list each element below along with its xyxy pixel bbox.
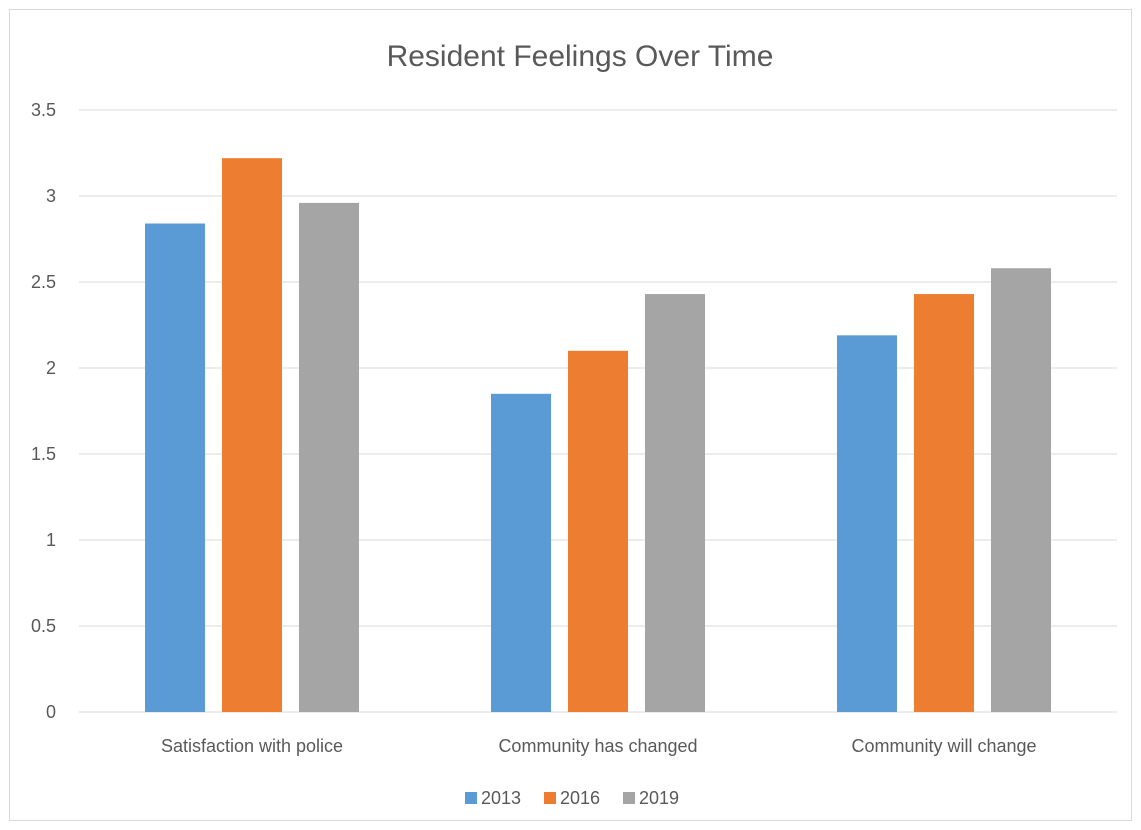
legend-label: 2016 (560, 788, 600, 808)
legend-label: 2019 (639, 788, 679, 808)
category-label: Satisfaction with police (161, 736, 343, 756)
legend-label: 2013 (481, 788, 521, 808)
bar-2019-2 (991, 268, 1051, 712)
y-tick-label: 1.5 (31, 444, 56, 464)
bars (145, 158, 1051, 712)
legend-swatch-2019 (623, 792, 635, 804)
y-tick-label: 2 (46, 358, 56, 378)
bar-2016-1 (568, 350, 628, 712)
bar-2013-1 (491, 393, 551, 712)
chart-title: Resident Feelings Over Time (387, 40, 774, 73)
legend-swatch-2013 (465, 792, 477, 804)
y-axis-ticks: 0 0.5 1 1.5 2 2.5 3 3.5 (31, 100, 56, 722)
x-axis-categories: Satisfaction with police Community has ch… (161, 736, 1037, 756)
bar-2016-0 (222, 158, 282, 712)
y-tick-label: 0 (46, 702, 56, 722)
legend-swatch-2016 (544, 792, 556, 804)
bar-2016-2 (914, 294, 974, 712)
bar-2013-0 (145, 223, 205, 712)
y-tick-label: 1 (46, 530, 56, 550)
category-label: Community has changed (498, 736, 697, 756)
y-tick-label: 2.5 (31, 272, 56, 292)
bar-2019-0 (299, 202, 359, 712)
y-tick-label: 0.5 (31, 616, 56, 636)
category-label: Community will change (851, 736, 1036, 756)
y-tick-label: 3.5 (31, 100, 56, 120)
bar-2019-1 (645, 294, 705, 712)
y-tick-label: 3 (46, 186, 56, 206)
legend: 2013 2016 2019 (465, 788, 679, 808)
bar-2013-2 (837, 335, 897, 712)
